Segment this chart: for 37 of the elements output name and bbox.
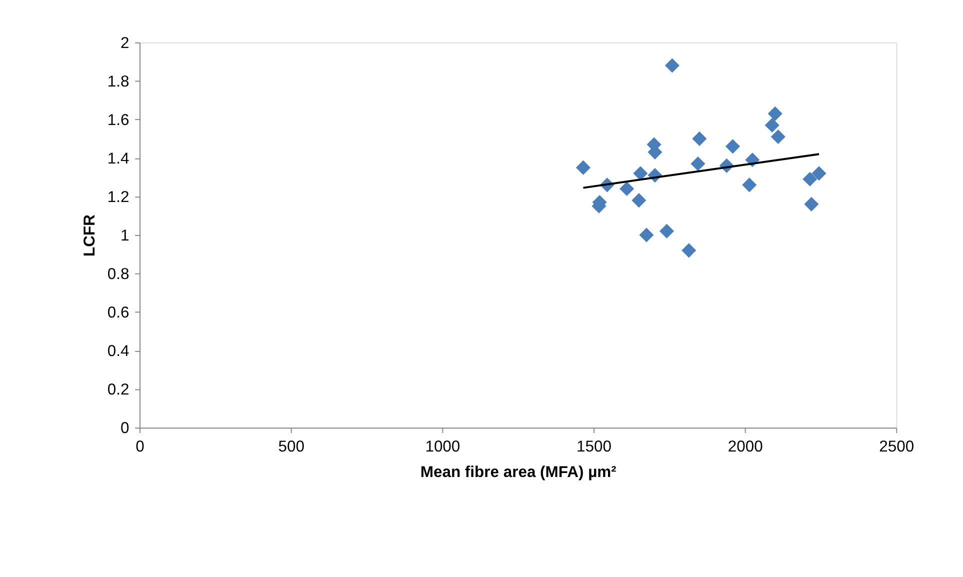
y-tick-label: 0.2 <box>107 381 130 398</box>
point <box>659 224 674 238</box>
point <box>576 160 591 175</box>
y-tick-label: 1.8 <box>107 73 130 90</box>
y-tick-label: 1.2 <box>107 188 130 206</box>
point <box>664 58 680 73</box>
point <box>692 131 707 146</box>
point <box>690 156 706 172</box>
point <box>742 178 757 192</box>
y-tick-label: 1.4 <box>107 150 130 168</box>
x-tick-label: 2500 <box>879 438 914 456</box>
point <box>633 166 648 181</box>
y-tick-label: 0.6 <box>107 304 130 322</box>
point <box>632 193 646 208</box>
y-tick-label: 2 <box>120 34 130 52</box>
y-tick-label: 0.8 <box>107 266 130 283</box>
point <box>768 106 782 121</box>
x-tick-label: 2000 <box>728 438 764 456</box>
x-tick-label: 1500 <box>576 438 612 456</box>
point <box>812 166 826 181</box>
point <box>804 196 819 212</box>
point <box>770 129 786 144</box>
y-tick-label: 1.6 <box>107 112 130 129</box>
x-tick-label: 1000 <box>425 438 460 456</box>
point <box>682 243 696 258</box>
point <box>725 139 740 154</box>
point <box>802 172 818 186</box>
y-tick-label: 0 <box>120 420 130 437</box>
y-tick-label: 0.4 <box>107 342 130 360</box>
y-tick-label: 1 <box>120 227 130 244</box>
x-tick-label: 500 <box>278 438 305 456</box>
x-tick-label: 0 <box>136 438 145 456</box>
y-axis-title: LCFR <box>82 214 99 256</box>
point <box>620 181 634 196</box>
x-axis-title: Mean fibre area (MFA) µm² <box>420 464 616 482</box>
point <box>639 228 654 242</box>
point <box>764 118 780 133</box>
